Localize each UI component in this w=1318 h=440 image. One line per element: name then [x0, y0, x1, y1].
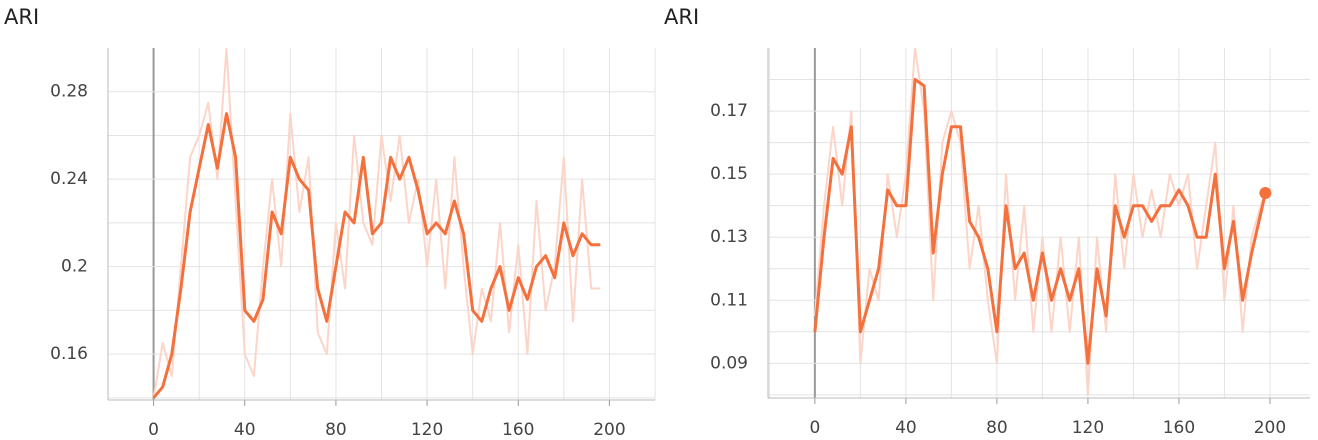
x-tick-label: 160 — [502, 420, 534, 440]
y-tick-label: 0.09 — [710, 353, 748, 373]
y-tick-label: 0.13 — [710, 227, 748, 247]
y-tick-label: 0.24 — [50, 169, 88, 189]
x-tick-label: 120 — [1072, 418, 1104, 438]
y-tick-label: 0.2 — [61, 257, 88, 277]
chart-title: ARI — [4, 5, 39, 29]
x-tick-label: 0 — [148, 420, 159, 440]
x-tick-label: 40 — [234, 420, 256, 440]
x-tick-label: 160 — [1163, 418, 1195, 438]
x-tick-label: 80 — [325, 420, 347, 440]
x-tick-label: 200 — [1254, 418, 1286, 438]
line — [813, 78, 1267, 365]
line — [152, 48, 601, 398]
x-tick-label: 120 — [411, 420, 443, 440]
x-tick-label: 80 — [986, 418, 1008, 438]
x-tick-label: 200 — [593, 420, 625, 440]
y-tick-label: 0.11 — [710, 290, 748, 310]
last-point — [1259, 187, 1272, 200]
y-tick-label: 0.17 — [710, 101, 748, 121]
x-tick-label: 40 — [895, 418, 917, 438]
plot — [813, 48, 1267, 396]
chart-title: ARI — [664, 5, 699, 29]
plot — [152, 48, 601, 399]
y-tick-label: 0.15 — [710, 164, 748, 184]
line — [152, 112, 601, 399]
y-tick-label: 0.28 — [50, 82, 88, 102]
line — [813, 48, 1267, 396]
y-tick-label: 0.16 — [50, 344, 88, 364]
x-tick-label: 0 — [809, 418, 820, 438]
